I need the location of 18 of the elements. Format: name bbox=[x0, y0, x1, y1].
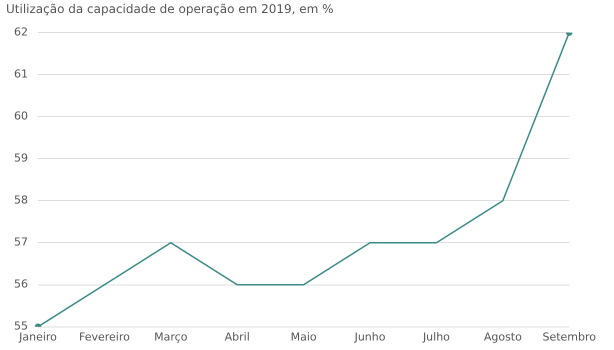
x-tick-label: Agosto bbox=[484, 330, 522, 344]
y-tick-label: 60 bbox=[14, 110, 28, 123]
chart-title: Utilização da capacidade de operação em 2019, em % bbox=[6, 2, 334, 16]
y-tick-label: 61 bbox=[14, 67, 28, 80]
y-tick-label: 58 bbox=[14, 194, 28, 207]
y-tick-label: 55 bbox=[14, 320, 28, 333]
y-tick-label: 62 bbox=[14, 25, 28, 38]
y-tick-label: 56 bbox=[14, 278, 28, 291]
x-tick-label: Abril bbox=[224, 330, 250, 344]
y-tick-label: 57 bbox=[14, 236, 28, 249]
x-tick-label: Junho bbox=[354, 330, 386, 344]
x-tick-label: Julho bbox=[422, 330, 450, 344]
x-tick-label: Janeiro bbox=[18, 330, 58, 344]
x-tick-label: Maio bbox=[290, 330, 317, 344]
x-tick-label: Setembro bbox=[542, 330, 596, 344]
y-tick-label: 59 bbox=[14, 152, 28, 165]
x-tick-label: Fevereiro bbox=[78, 330, 130, 344]
x-tick-label: Março bbox=[154, 330, 188, 344]
